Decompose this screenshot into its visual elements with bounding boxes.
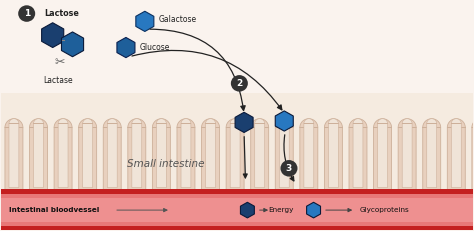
Bar [0,1,474,191]
Polygon shape [472,119,474,190]
Text: 1: 1 [24,9,30,18]
Polygon shape [117,37,135,58]
Text: Galactose: Galactose [159,15,197,24]
Polygon shape [107,119,117,188]
Polygon shape [226,119,244,190]
Polygon shape [279,119,289,188]
Polygon shape [374,119,392,190]
Polygon shape [201,119,219,190]
Polygon shape [156,119,166,188]
Polygon shape [9,119,19,188]
Text: Lactase: Lactase [44,76,73,85]
Polygon shape [304,119,314,188]
Polygon shape [240,202,255,218]
Polygon shape [58,119,68,188]
Text: 2: 2 [236,79,243,88]
Polygon shape [451,119,461,188]
Text: Intestinal bloodvessel: Intestinal bloodvessel [9,207,100,213]
Polygon shape [255,119,264,188]
Polygon shape [181,119,191,188]
Polygon shape [54,119,72,190]
Polygon shape [307,202,320,218]
Bar [0,198,474,222]
Polygon shape [275,111,293,131]
Text: Glucose: Glucose [140,43,171,52]
Polygon shape [153,119,170,190]
Polygon shape [42,23,64,48]
Bar [0,189,474,230]
Polygon shape [62,32,83,57]
Polygon shape [328,119,338,188]
Circle shape [231,75,248,92]
Polygon shape [251,119,269,190]
Polygon shape [29,119,47,190]
Polygon shape [324,119,342,190]
Polygon shape [128,119,146,190]
Polygon shape [353,119,363,188]
Polygon shape [235,112,253,133]
Polygon shape [423,119,441,190]
Bar [0,195,474,226]
Polygon shape [349,119,367,190]
Text: Glycoproteins: Glycoproteins [360,207,410,213]
Text: 3: 3 [286,164,292,173]
Polygon shape [5,119,23,190]
Text: Lactose: Lactose [45,9,80,18]
Polygon shape [275,119,293,190]
Polygon shape [83,119,92,188]
Polygon shape [79,119,97,190]
Text: Small intestine: Small intestine [128,159,205,169]
Polygon shape [103,119,121,190]
Text: Energy: Energy [268,207,293,213]
Polygon shape [427,119,437,188]
Text: ✂: ✂ [55,56,65,69]
Polygon shape [402,119,412,188]
Polygon shape [398,119,416,190]
Polygon shape [136,11,154,31]
Bar [0,1,474,93]
Circle shape [281,160,298,176]
Polygon shape [34,119,44,188]
Polygon shape [447,119,465,190]
Polygon shape [378,119,388,188]
Polygon shape [177,119,195,190]
Polygon shape [300,119,318,190]
Polygon shape [132,119,142,188]
Polygon shape [230,119,240,188]
Circle shape [18,5,35,22]
Polygon shape [206,119,216,188]
